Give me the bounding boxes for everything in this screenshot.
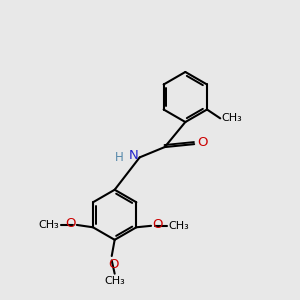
Text: O: O xyxy=(152,218,163,231)
Text: CH₃: CH₃ xyxy=(221,113,242,123)
Text: methyl: methyl xyxy=(54,223,59,224)
Text: O: O xyxy=(108,258,119,271)
Text: N: N xyxy=(128,149,138,162)
Text: O: O xyxy=(65,217,76,230)
Text: O: O xyxy=(197,136,208,149)
Text: CH₃: CH₃ xyxy=(169,221,190,231)
Text: CH₃: CH₃ xyxy=(104,276,125,286)
Text: H: H xyxy=(115,151,124,164)
Text: CH₃: CH₃ xyxy=(38,220,59,230)
